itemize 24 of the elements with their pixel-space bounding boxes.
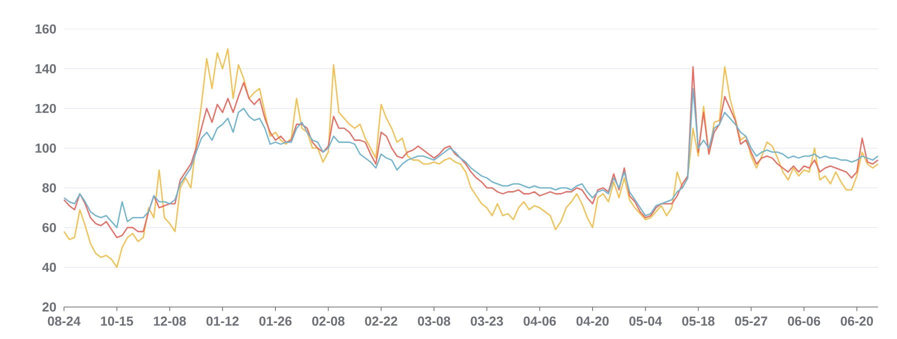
x-tick-label: 06-20 bbox=[840, 316, 873, 326]
x-tick-label: 02-08 bbox=[312, 316, 345, 326]
y-tick-label: 60 bbox=[42, 222, 56, 232]
y-tick-label: 160 bbox=[36, 24, 56, 34]
x-tick-label: 03-08 bbox=[418, 316, 450, 326]
y-tick-label: 100 bbox=[36, 144, 56, 153]
x-tick-label: 08-24 bbox=[48, 316, 81, 326]
x-tick-label: 10-15 bbox=[101, 316, 134, 326]
x-tick-label: 01-26 bbox=[259, 316, 292, 326]
y-tick-label: 80 bbox=[42, 183, 56, 192]
x-tick-label: 04-20 bbox=[576, 316, 609, 326]
x-tick-label: 04-06 bbox=[524, 316, 556, 326]
y-tick-label: 140 bbox=[36, 64, 56, 74]
x-tick-label: 05-18 bbox=[682, 316, 715, 326]
y-tick-label: 40 bbox=[42, 262, 56, 272]
x-tick-label: 05-27 bbox=[735, 316, 768, 326]
x-tick-label: 03-23 bbox=[470, 316, 504, 326]
x-tick-label: 02-22 bbox=[365, 316, 398, 326]
y-tick-label: 20 bbox=[42, 302, 56, 312]
x-tick-label: 06-06 bbox=[788, 316, 820, 326]
x-tick-label: 12-08 bbox=[154, 316, 186, 326]
x-tick-label: 05-04 bbox=[629, 316, 662, 326]
x-tick-label: 01-12 bbox=[206, 316, 239, 326]
y-tick-label: 120 bbox=[36, 104, 56, 114]
